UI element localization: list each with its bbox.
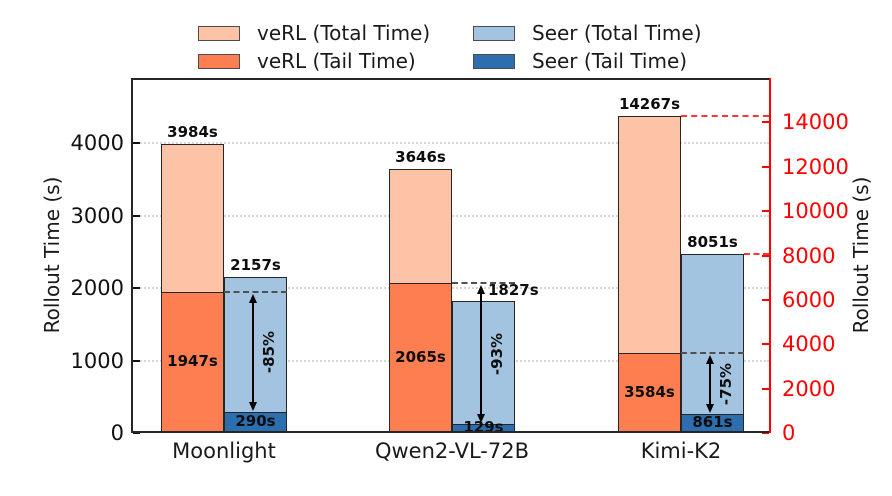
bar-label-verl-total-kimi-k2: 14267s <box>618 95 681 114</box>
verl-tail-swatch-icon <box>198 54 240 69</box>
right-axis-tick-4000 <box>762 343 769 346</box>
reduction-label-moonlight: -85% <box>260 331 278 374</box>
reduction-arrow-kimi-k2 <box>705 355 715 413</box>
reduction-arrow-qwen2-vl-72b <box>476 285 486 423</box>
right-axis-tick-label-4000: 4000 <box>782 332 836 357</box>
tail-reference-line-moonlight <box>224 290 287 293</box>
x-category-label-qwen2-vl-72b: Qwen2-VL-72B <box>374 439 530 463</box>
arrow-head-up-icon <box>248 293 257 303</box>
right-axis-tick-label-6000: 6000 <box>782 287 836 312</box>
legend: veRL (Total Time) Seer (Total Time) veRL… <box>198 23 702 72</box>
legend-label-seer-tail: Seer (Tail Time) <box>532 49 688 73</box>
legend-item-verl-tail: veRL (Tail Time) <box>198 51 437 72</box>
verl-total-swatch-icon <box>198 26 240 41</box>
legend-label-seer-total: Seer (Total Time) <box>532 21 702 45</box>
gridline-4000 <box>133 142 769 145</box>
arrow-head-up-icon <box>705 355 714 365</box>
right-axis-tick-label-8000: 8000 <box>782 243 836 268</box>
bar-label-seer-total-moonlight: 2157s <box>230 255 281 274</box>
right-axis-tick-14000 <box>762 121 769 124</box>
bar-label-verl-total-moonlight: 3984s <box>167 123 218 142</box>
arrow-head-down-icon <box>476 413 485 423</box>
left-axis-tick-2000 <box>133 287 140 290</box>
arrow-shaft <box>480 291 482 417</box>
right-axis-tick-label-0: 0 <box>782 421 796 445</box>
reduction-label-qwen2-vl-72b: -93% <box>488 332 506 376</box>
right-axis-title: Rollout Time (s) <box>849 176 873 334</box>
bar-label-verl-total-qwen2-vl-72b: 3646s <box>395 147 446 166</box>
tail-reference-line-kimi-k2 <box>681 352 744 355</box>
bar-seer-total-qwen2-vl-72b <box>452 300 515 433</box>
right-axis-tick-label-12000: 12000 <box>782 154 849 179</box>
reduction-label-kimi-k2: -75% <box>717 363 735 406</box>
reduction-arrow-moonlight <box>248 293 258 411</box>
left-axis-tick-3000 <box>133 214 140 217</box>
right-axis-tick-label-2000: 2000 <box>782 376 836 401</box>
arrow-head-up-icon <box>476 285 485 295</box>
arrow-head-down-icon <box>248 401 257 411</box>
seer-total-swatch-icon <box>473 26 515 41</box>
left-axis-tick-label-3000: 3000 <box>70 203 124 228</box>
legend-item-seer-tail: Seer (Tail Time) <box>473 51 702 72</box>
spine-top <box>131 78 771 80</box>
right-axis-tick-label-14000: 14000 <box>782 110 849 135</box>
legend-item-seer-total: Seer (Total Time) <box>473 23 702 44</box>
bar-verl-tail-qwen2-vl-72b <box>389 283 452 433</box>
bar-label-verl-tail-qwen2-vl-72b: 2065s <box>395 348 446 367</box>
legend-label-verl-total: veRL (Total Time) <box>257 21 431 45</box>
right-axis-tick-2000 <box>762 387 769 390</box>
bar-verl-tail-moonlight <box>161 291 224 433</box>
right-axis-tick-6000 <box>762 298 769 301</box>
left-axis-tick-1000 <box>133 359 140 362</box>
right-axis-tick-label-10000: 10000 <box>782 199 849 224</box>
right-axis-tick-12000 <box>762 165 769 168</box>
right-axis-tick-8000 <box>762 254 769 257</box>
spine-right <box>769 78 771 433</box>
right-axis-reference-line-8051s <box>744 253 769 256</box>
left-axis-title: Rollout Time (s) <box>40 176 64 334</box>
right-axis-reference-line-14267s <box>681 115 769 118</box>
left-axis-tick-label-1000: 1000 <box>70 348 124 373</box>
arrow-head-down-icon <box>705 403 714 413</box>
tail-reference-line-qwen2-vl-72b <box>452 282 515 285</box>
x-category-label-kimi-k2: Kimi-K2 <box>640 439 722 463</box>
bar-label-seer-total-qwen2-vl-72b: 1827s <box>488 281 539 300</box>
bar-label-verl-tail-moonlight: 1947s <box>167 352 218 371</box>
bar-seer-total-kimi-k2 <box>681 254 744 433</box>
right-axis-tick-10000 <box>762 210 769 213</box>
bar-label-seer-tail-kimi-k2: 861s <box>692 413 733 432</box>
bar-label-seer-tail-moonlight: 290s <box>235 412 276 431</box>
bar-label-seer-total-kimi-k2: 8051s <box>687 233 738 252</box>
left-axis-tick-label-4000: 4000 <box>70 131 124 156</box>
plot-area: 3984s 2157s 1947s 290s -85% 3646s 1827s 2065s 12… <box>131 78 771 436</box>
legend-item-verl-total: veRL (Total Time) <box>198 23 437 44</box>
left-axis-tick-label-0: 0 <box>110 421 124 445</box>
bar-label-verl-tail-kimi-k2: 3584s <box>624 383 675 402</box>
bar-verl-tail-kimi-k2 <box>618 353 681 433</box>
spine-left <box>131 78 133 433</box>
left-axis-tick-label-2000: 2000 <box>70 276 124 301</box>
legend-label-verl-tail: veRL (Tail Time) <box>257 49 416 73</box>
left-axis-tick-4000 <box>133 142 140 145</box>
x-category-label-moonlight: Moonlight <box>172 439 276 463</box>
arrow-shaft <box>252 299 254 405</box>
arrow-shaft <box>709 361 711 407</box>
spine-bottom <box>131 431 771 434</box>
seer-tail-swatch-icon <box>473 54 515 69</box>
